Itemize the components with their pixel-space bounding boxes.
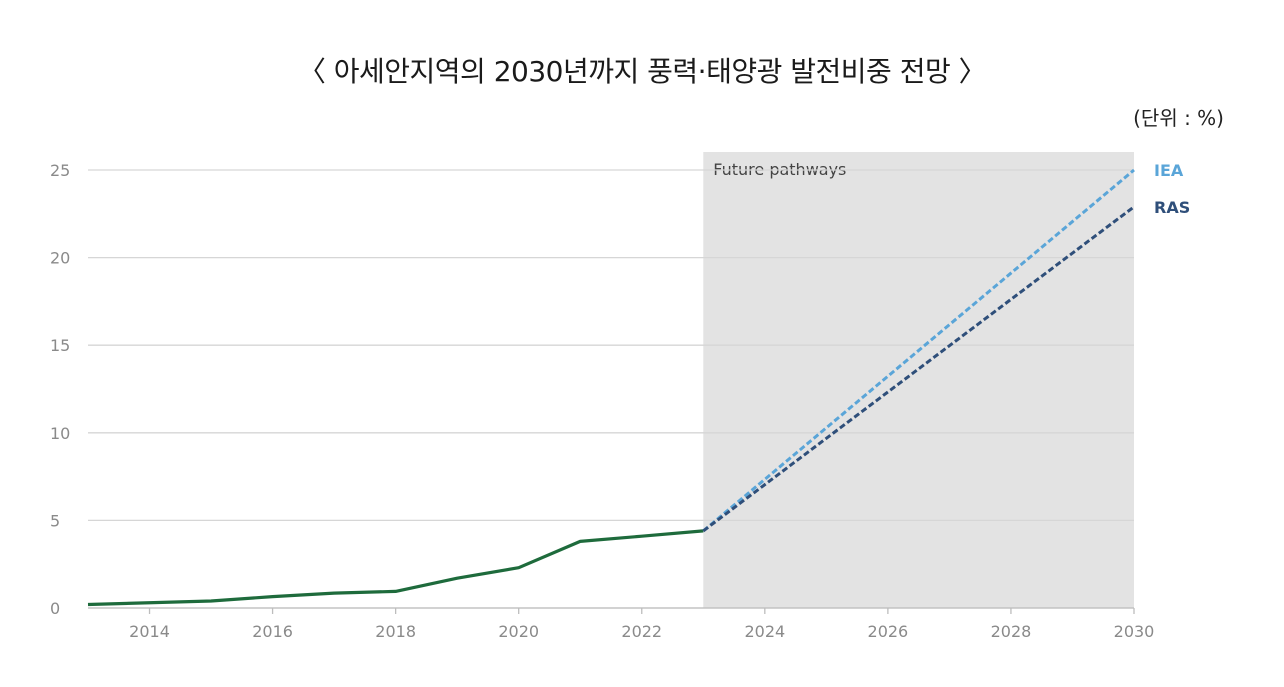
x-tick-label: 2014 (129, 622, 170, 641)
x-tick-label: 2024 (744, 622, 785, 641)
y-tick-label: 25 (50, 161, 70, 180)
x-tick-label: 2030 (1114, 622, 1155, 641)
y-tick-label: 10 (50, 424, 70, 443)
x-tick-label: 2018 (375, 622, 416, 641)
x-tick-label: 2022 (621, 622, 662, 641)
unit-label: (단위 : %) (1133, 106, 1224, 130)
y-tick-label: 5 (50, 511, 60, 530)
series-line-historical (87, 529, 704, 607)
x-tick-label: 2016 (252, 622, 293, 641)
x-tick-label: 2028 (991, 622, 1032, 641)
series-line-iea (702, 168, 1135, 533)
series-label-ras: RAS (1154, 198, 1190, 217)
page-title: 〈 아세안지역의 2030년까지 풍력·태양광 발전비중 전망 〉 (297, 55, 987, 88)
x-tick-label: 2020 (498, 622, 539, 641)
x-tick-label: 2026 (868, 622, 909, 641)
y-tick-label: 20 (50, 249, 70, 268)
y-tick-label: 15 (50, 336, 70, 355)
series-label-iea: IEA (1154, 161, 1184, 180)
y-tick-label: 0 (50, 599, 60, 618)
future-pathways-region (703, 152, 1134, 608)
